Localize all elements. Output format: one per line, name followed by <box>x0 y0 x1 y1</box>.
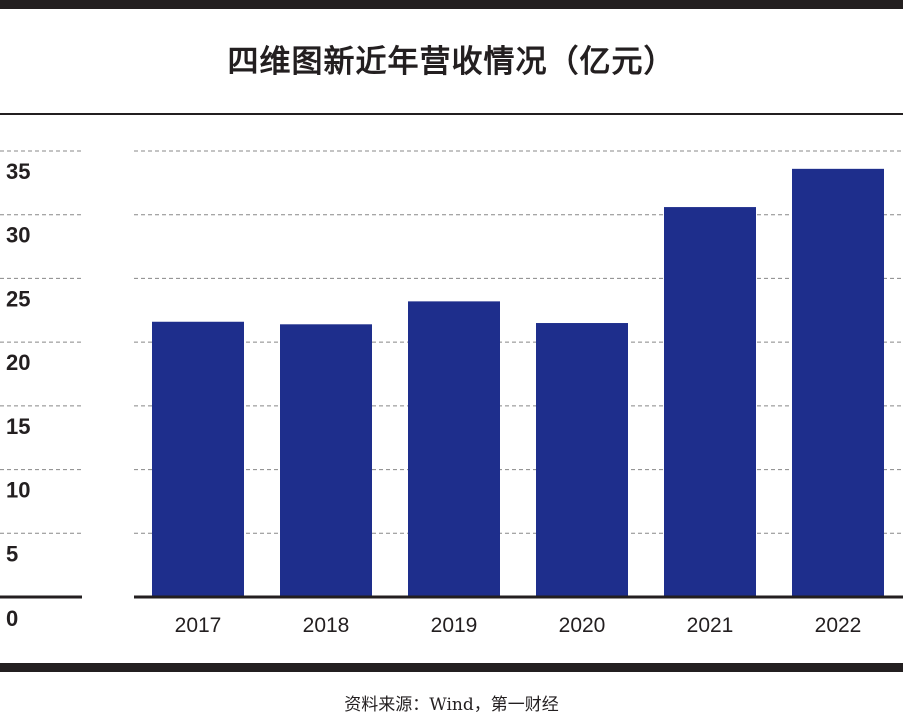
y-tick-label: 30 <box>6 223 30 248</box>
bars <box>152 168 884 597</box>
bar-2020 <box>536 323 628 597</box>
title-divider <box>0 113 903 115</box>
top-rule <box>0 0 903 9</box>
y-tick-label: 10 <box>6 478 30 503</box>
bar-2022 <box>792 168 884 597</box>
y-tick-label: 5 <box>6 541 18 566</box>
x-tick-label: 2020 <box>559 614 606 637</box>
y-tick-label: 25 <box>6 286 30 311</box>
bar-2021 <box>664 207 756 597</box>
y-tick-label: 20 <box>6 350 30 375</box>
bar-2017 <box>152 321 244 597</box>
bottom-rule <box>0 663 903 672</box>
y-tick-label: 0 <box>6 606 18 631</box>
y-tick-labels: 0 5 10 15 20 25 30 35 <box>6 159 30 631</box>
y-tick-label: 15 <box>6 414 30 439</box>
bar-2019 <box>408 301 500 597</box>
x-tick-labels: 2017 2018 2019 2020 2021 2022 <box>175 614 862 637</box>
bar-chart: 0 5 10 15 20 25 30 35 2017 2018 2019 2020 2021 2022 <box>0 150 903 637</box>
y-tick-label: 35 <box>6 159 30 184</box>
x-tick-label: 2017 <box>175 614 222 637</box>
chart-title: 四维图新近年营收情况（亿元） <box>227 44 676 80</box>
gridlines <box>0 150 903 534</box>
x-tick-label: 2021 <box>687 614 734 637</box>
source-note: 资料来源：Wind，第一财经 <box>344 695 559 715</box>
x-tick-label: 2022 <box>815 614 862 637</box>
x-tick-label: 2019 <box>431 614 478 637</box>
x-tick-label: 2018 <box>303 614 350 637</box>
bar-2018 <box>280 324 372 597</box>
